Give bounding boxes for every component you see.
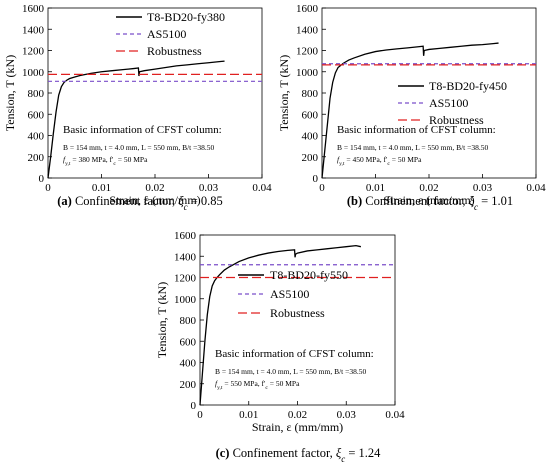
legend-label: Robustness — [429, 113, 484, 127]
y-tick-label: 1000 — [22, 67, 45, 79]
info-geometry: B = 154 mm, t = 4.0 mm, L = 550 mm, B/t … — [215, 367, 366, 376]
x-tick-label: 0.04 — [385, 409, 405, 421]
panel-caption: (c) Confinement factor, ξc = 1.24 — [216, 446, 382, 464]
legend-label: T8-BD20-fy450 — [429, 79, 507, 93]
y-tick-label: 0 — [191, 400, 197, 412]
panel-caption: (b) Confinement factor, ξc = 1.01 — [347, 194, 513, 212]
y-tick-label: 1400 — [22, 24, 45, 36]
y-tick-label: 1200 — [22, 46, 45, 58]
series-line-t8-bd20-fy550 — [199, 244, 362, 406]
y-tick-label: 600 — [180, 336, 197, 348]
x-tick-label: 0.04 — [252, 182, 272, 194]
legend-label: AS5100 — [429, 96, 468, 110]
y-tick-label: 1600 — [22, 3, 45, 15]
y-tick-label: 600 — [302, 109, 319, 121]
x-tick-label: 0.02 — [145, 182, 164, 194]
y-tick-label: 1200 — [296, 46, 319, 58]
legend-label: T8-BD20-fy550 — [270, 268, 348, 282]
x-tick-label: 0.03 — [473, 182, 493, 194]
legend-label: Robustness — [147, 44, 202, 58]
x-axis-label: Strain, ε (mm/mm) — [252, 420, 343, 434]
info-title: Basic information of CFST column: — [215, 348, 374, 360]
x-tick-label: 0.02 — [419, 182, 438, 194]
chart-panel-b: 0 0.01 0.02 0.03 0.04 0 200 400 600 800 1000 1200 14… — [277, 3, 546, 212]
y-tick-label: 1000 — [296, 67, 319, 79]
y-tick-label: 1200 — [174, 273, 197, 285]
y-tick-label: 200 — [28, 152, 45, 164]
y-axis-label: Tension, T (kN) — [155, 282, 169, 358]
chart-panel-c: 0 0.01 0.02 0.03 0.04 0 200 400 600 800 1000 1200 14… — [155, 230, 405, 464]
plot-frame — [321, 7, 537, 179]
y-tick-label: 200 — [180, 379, 197, 391]
y-tick-label: 1400 — [174, 251, 197, 263]
x-tick-label: 0.04 — [526, 182, 546, 194]
info-geometry: B = 154 mm, t = 4.0 mm, L = 550 mm, B/t … — [63, 143, 214, 152]
y-tick-label: 1600 — [296, 3, 319, 15]
y-axis-label: Tension, T (kN) — [277, 55, 291, 131]
y-tick-label: 0 — [313, 173, 319, 185]
x-tick-label: 0 — [197, 409, 203, 421]
x-tick-label: 0 — [45, 182, 51, 194]
legend-label: AS5100 — [270, 287, 309, 301]
x-tick-label: 0.01 — [366, 182, 385, 194]
info-title: Basic information of CFST column: — [337, 124, 496, 136]
y-tick-label: 400 — [180, 358, 197, 370]
y-tick-label: 1400 — [296, 24, 319, 36]
info-strength: fy,t = 380 MPa, f'c = 50 MPa — [63, 155, 148, 167]
series-line-t8-bd20-fy380 — [47, 60, 225, 179]
x-tick-label: 0.03 — [199, 182, 219, 194]
legend-label: T8-BD20-fy380 — [147, 10, 225, 24]
y-tick-label: 1000 — [174, 294, 197, 306]
y-tick-label: 200 — [302, 152, 319, 164]
y-tick-label: 0 — [39, 173, 45, 185]
x-tick-label: 0.03 — [337, 409, 357, 421]
y-tick-label: 600 — [28, 109, 45, 121]
x-axis-label: Strain, ε (mm/mm) — [109, 193, 200, 207]
y-tick-label: 800 — [180, 315, 197, 327]
info-title: Basic information of CFST column: — [63, 124, 222, 136]
x-tick-label: 0 — [319, 182, 325, 194]
y-axis-label: Tension, T (kN) — [3, 55, 17, 131]
y-tick-label: 800 — [28, 88, 45, 100]
info-geometry: B = 154 mm, t = 4.0 mm, L = 550 mm, B/t … — [337, 143, 488, 152]
x-axis-label: Strain, ε (mm/mm) — [383, 193, 474, 207]
x-tick-label: 0.02 — [288, 409, 307, 421]
legend-label: Robustness — [270, 306, 325, 320]
info-strength: fy,t = 550 MPa, f'c = 50 MPa — [215, 379, 300, 391]
y-tick-label: 1600 — [174, 230, 197, 242]
panel-caption: (a) Confinement factor, ξc = 0.85 — [57, 194, 223, 212]
chart-panel-a: 0 0.01 0.02 0.03 0.04 0 200 400 600 800 1000 1200 14… — [3, 3, 272, 212]
y-tick-label: 400 — [302, 131, 319, 143]
x-tick-label: 0.01 — [239, 409, 258, 421]
y-tick-label: 400 — [28, 131, 45, 143]
series-line-t8-bd20-fy450 — [321, 42, 499, 179]
x-tick-label: 0.01 — [92, 182, 111, 194]
y-tick-label: 800 — [302, 88, 319, 100]
info-strength: fy,t = 450 MPa, f'c = 50 MPa — [337, 155, 422, 167]
legend-label: AS5100 — [147, 27, 186, 41]
